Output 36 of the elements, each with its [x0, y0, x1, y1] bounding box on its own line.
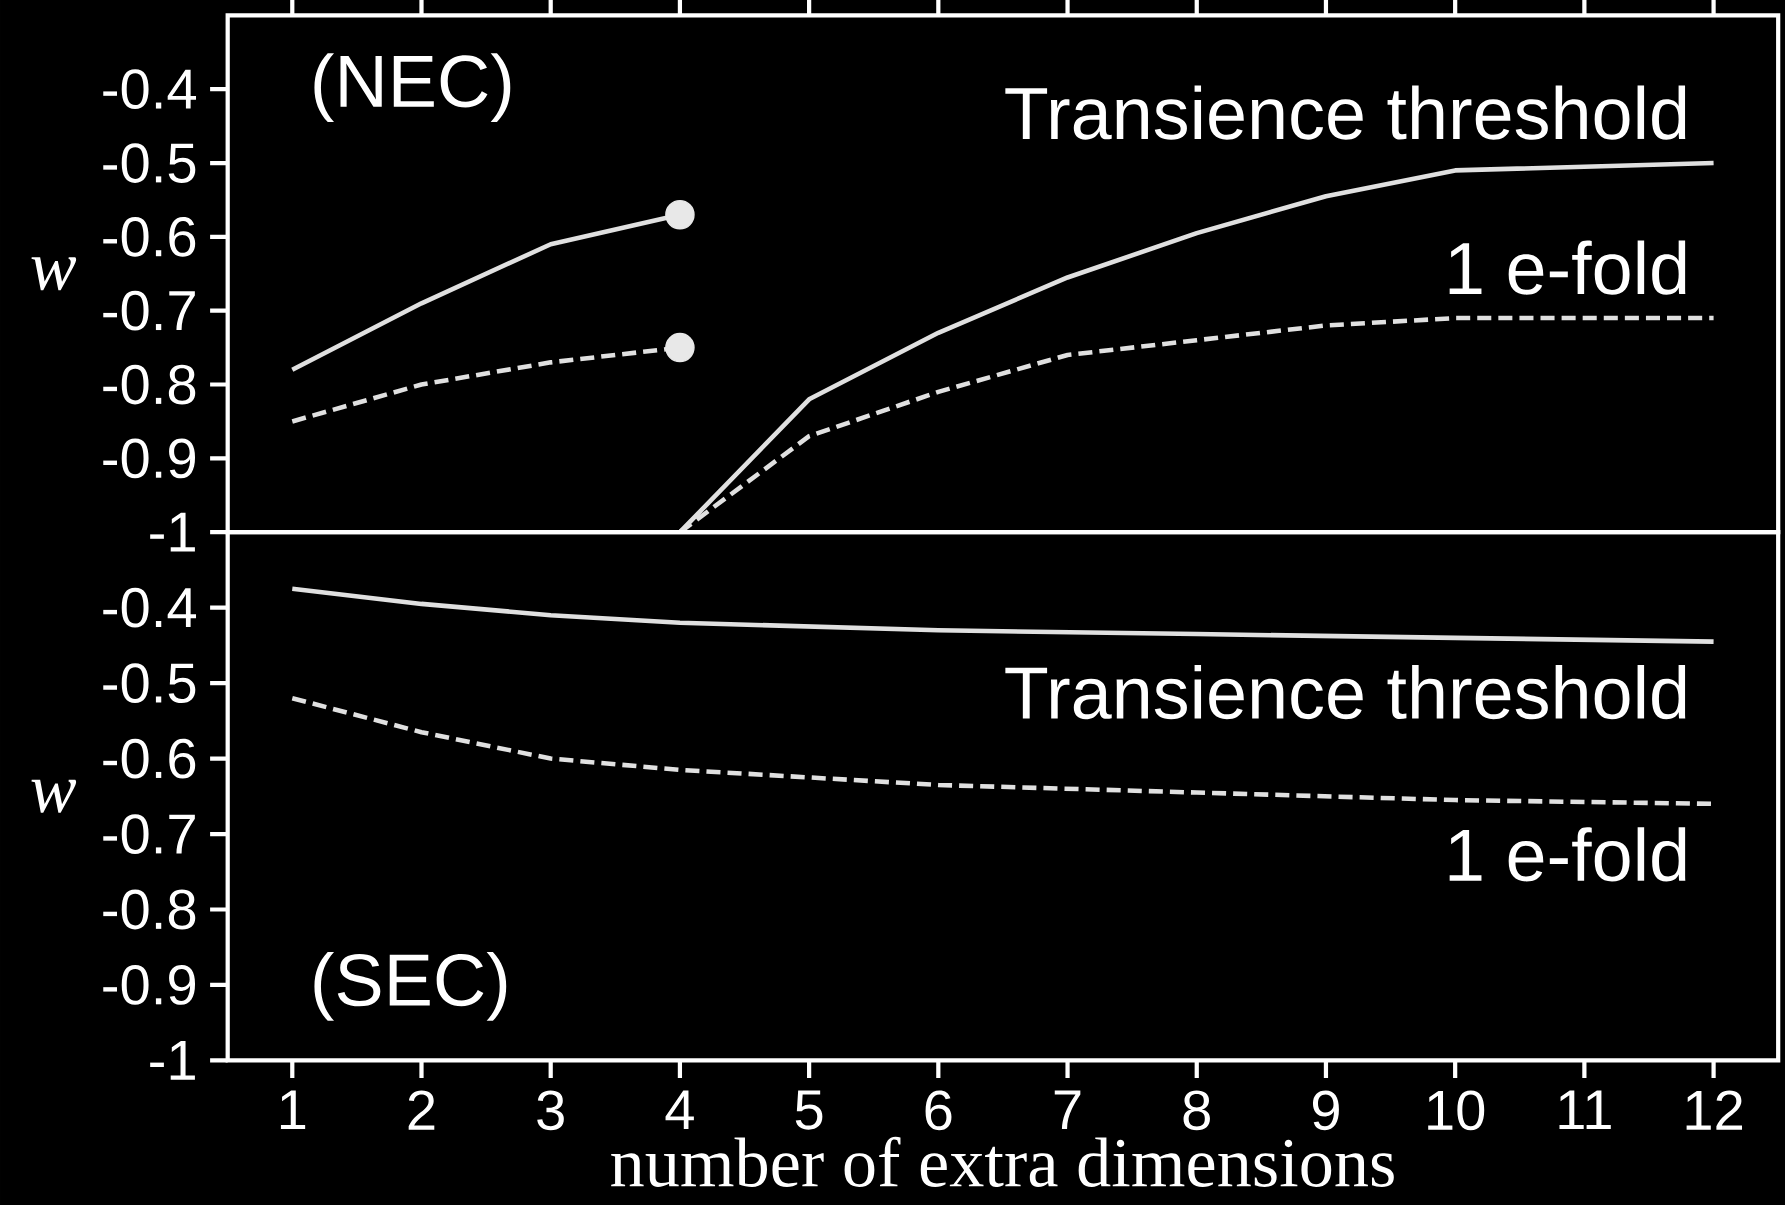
- y-tick-label: -0.5: [103, 143, 196, 183]
- y-tick-label: -0.5: [103, 663, 196, 704]
- x-tick-label: 6: [925, 1090, 952, 1131]
- x-tick-label: 11: [1559, 1090, 1611, 1130]
- x-tick-label: 7: [1054, 1090, 1081, 1130]
- x-tick-label: 1: [280, 1090, 306, 1130]
- y-tick-label: -0.7: [103, 290, 195, 331]
- x-tick-label: 2: [408, 1090, 435, 1130]
- series-label: Transience threshold: [1005, 85, 1686, 140]
- y-tick-label: -0.9: [103, 965, 196, 1005]
- y-tick-label: -0.8: [103, 364, 196, 405]
- y-tick-label: -1: [150, 1041, 195, 1080]
- y-tick-label: -0.7: [103, 814, 195, 854]
- x-tick-label: 12: [1686, 1090, 1743, 1130]
- line-series: [290, 586, 1716, 644]
- x-tick-label: 9: [1312, 1090, 1339, 1131]
- series-label: 1 e-fold: [1449, 827, 1686, 882]
- x-tick-label: 3: [537, 1090, 564, 1131]
- series-label: 1 e-fold: [1449, 240, 1686, 295]
- x-tick-label: 4: [665, 1090, 694, 1130]
- y-axis-title: w: [31, 779, 77, 813]
- y-tick-label: -0.4: [103, 69, 197, 110]
- y-tick-label: -0.6: [103, 738, 196, 779]
- x-axis-title: number of extra dimensions: [611, 1136, 1394, 1187]
- annotation: (NEC): [314, 53, 511, 123]
- x-tick-label: 8: [1183, 1090, 1210, 1131]
- x-tick-label: 5: [795, 1090, 823, 1130]
- y-tick-label: -0.8: [103, 889, 196, 930]
- y-tick-label: -1: [150, 512, 195, 552]
- y-axis-title: w: [31, 257, 77, 291]
- y-tick-label: -0.9: [103, 438, 196, 479]
- y-tick-label: -0.4: [103, 587, 197, 628]
- y-tick-label: -0.6: [103, 216, 196, 257]
- annotation: (SEC): [314, 952, 507, 1021]
- series-label: Transience threshold: [1005, 665, 1686, 720]
- x-tick-label: 10: [1428, 1090, 1485, 1131]
